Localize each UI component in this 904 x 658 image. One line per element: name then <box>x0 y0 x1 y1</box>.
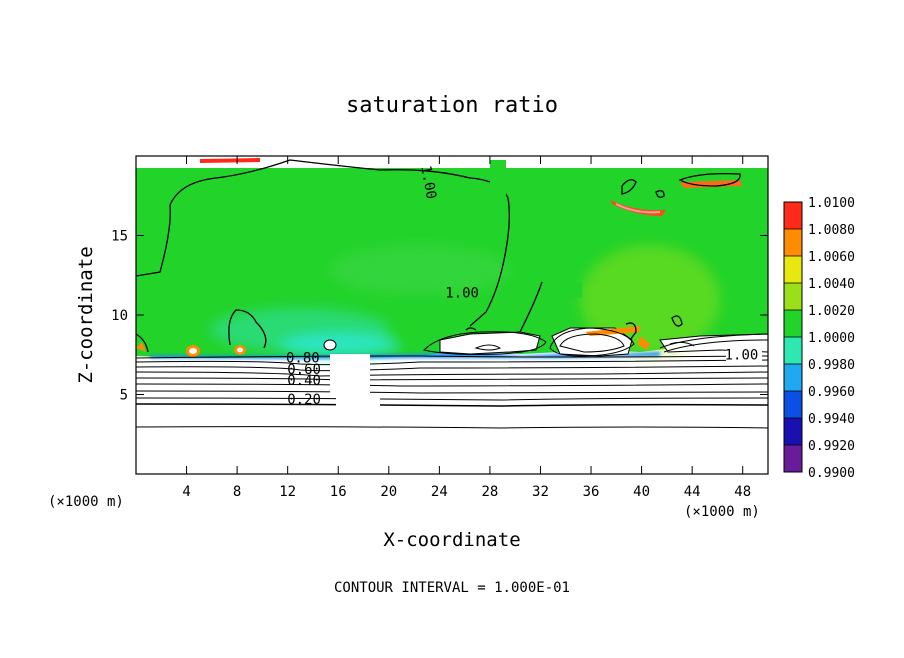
x-unit-right: (×1000 m) <box>684 504 760 520</box>
field-dry-pocket <box>659 333 768 353</box>
field-patch <box>330 245 510 295</box>
x-tick-label: 36 <box>583 484 600 500</box>
contour-label: 0.20 <box>287 392 321 408</box>
colorbar-swatch <box>784 256 802 283</box>
colorbar: 0.9900 0.9920 0.9940 0.9960 0.9980 1.0000 1.00… <box>783 196 855 481</box>
colorbar-label: 0.9980 <box>808 358 855 373</box>
colorbar-swatch <box>784 445 802 472</box>
colorbar-swatch <box>784 229 802 256</box>
contour-label: 0.80 <box>286 351 320 367</box>
colorbar-swatch <box>784 283 802 310</box>
y-tick-label: 10 <box>111 308 128 324</box>
field-patch <box>280 333 400 357</box>
colorbar-swatch <box>784 337 802 364</box>
colorbar-label: 0.9900 <box>808 466 855 481</box>
contour-label: 1.00 <box>445 286 479 302</box>
y-tick-label: 5 <box>120 388 128 404</box>
contour-labels: 1.00 1.00 1.00 0.800.600.40 0.20 <box>286 164 758 408</box>
x-tick-label: 40 <box>633 484 650 500</box>
colorbar-label: 1.0060 <box>808 250 855 265</box>
x-tick-label: 8 <box>233 484 241 500</box>
x-tick-label: 44 <box>684 484 701 500</box>
contours-inner <box>423 327 768 357</box>
contour-label: 1.00 <box>725 348 759 364</box>
x-unit-left: (×1000 m) <box>48 494 124 510</box>
x-tick-label: 32 <box>532 484 549 500</box>
x-tick-label: 4 <box>182 484 190 500</box>
contour-label: 1.00 <box>417 164 439 200</box>
y-tick-label: 15 <box>111 229 128 245</box>
colorbar-swatch <box>784 202 802 229</box>
colorbar-label: 1.0040 <box>808 277 855 292</box>
contours-1.00 <box>136 159 741 353</box>
colorbar-swatch <box>784 364 802 391</box>
chart-title: saturation ratio <box>346 93 558 118</box>
x-tick-label: 48 <box>734 484 751 500</box>
contour-interval-note: CONTOUR INTERVAL = 1.000E-01 <box>334 580 570 596</box>
colorbar-label: 1.0080 <box>808 223 855 238</box>
colorbar-swatch <box>784 310 802 337</box>
x-tick-label: 24 <box>431 484 448 500</box>
colorbar-label: 1.0100 <box>808 196 855 211</box>
contour-label: 0.60 <box>287 362 321 378</box>
y-axis: 5 10 15 <box>111 229 768 404</box>
colorbar-swatch <box>784 418 802 445</box>
colorbar-label: 0.9960 <box>808 385 855 400</box>
contour-label: 0.40 <box>287 373 321 389</box>
plot-area <box>136 156 768 474</box>
x-tick-label: 28 <box>481 484 498 500</box>
x-tick-label: 20 <box>380 484 397 500</box>
field-dry-pocket <box>439 331 541 355</box>
colorbar-label: 0.9920 <box>808 439 855 454</box>
colorbar-label: 0.9940 <box>808 412 855 427</box>
colorbar-label: 1.0020 <box>808 304 855 319</box>
x-tick-label: 16 <box>330 484 347 500</box>
x-tick-label: 12 <box>279 484 296 500</box>
colorbar-label: 1.0000 <box>808 331 855 346</box>
field-dry-pocket <box>323 339 337 351</box>
colorbar-swatch <box>784 391 802 418</box>
x-axis: 4 8 12 16 20 24 28 32 36 40 44 48 <box>182 156 751 500</box>
x-axis-label: X-coordinate <box>383 529 520 551</box>
y-axis-label: Z-coordinate <box>75 246 97 383</box>
